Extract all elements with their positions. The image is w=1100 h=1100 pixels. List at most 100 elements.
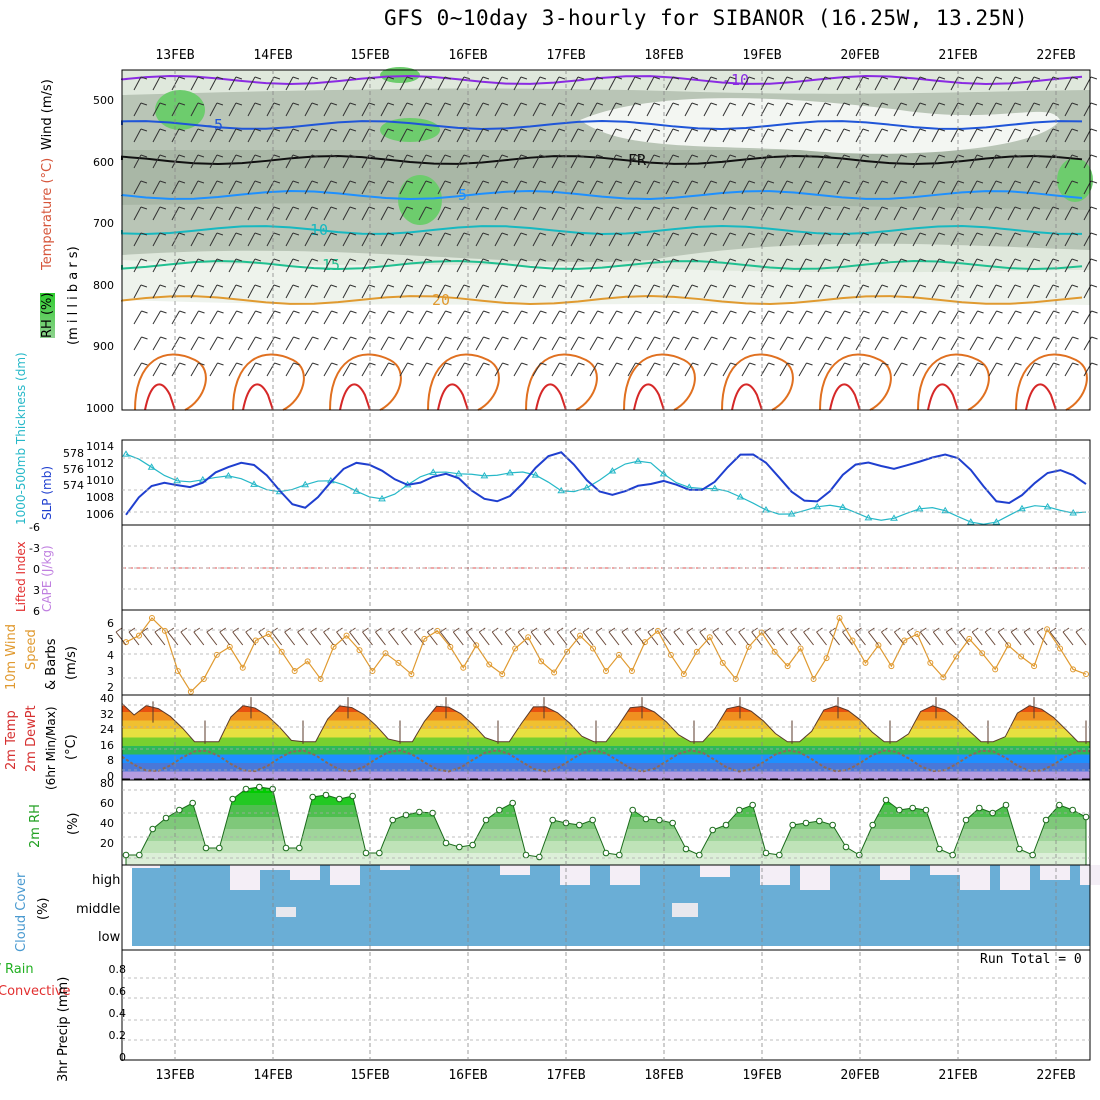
wind-barb-flag — [520, 206, 528, 210]
wind-barb — [228, 284, 237, 299]
wind-barb — [494, 362, 503, 377]
wind-barb — [342, 128, 351, 143]
wind-barb-flag — [141, 362, 148, 366]
rh-band — [126, 805, 1086, 817]
wind-barb — [703, 102, 712, 117]
wind-barb-flag — [957, 206, 965, 210]
wind-barb-flag — [520, 128, 528, 132]
wind-barb-flag — [482, 258, 490, 262]
rh-point — [736, 806, 743, 814]
wind-barb — [589, 258, 598, 273]
wind-barb-flag — [444, 180, 452, 184]
wind-barb — [323, 284, 332, 299]
wind-barb — [133, 206, 142, 221]
rh-point — [1002, 801, 1010, 809]
wind-barb-flag — [958, 310, 965, 314]
wind-barb-flag — [920, 336, 927, 340]
date-label-top: 15FEB — [350, 48, 390, 63]
wind-barb-flag — [463, 232, 471, 236]
wind-barb-flag — [312, 362, 319, 366]
wind-barb-flag — [729, 102, 737, 106]
wind-barb — [570, 102, 579, 117]
wind-barb-flag — [957, 180, 965, 184]
wind-barb-flag — [672, 284, 680, 288]
cloud-middle-label: middle — [76, 902, 121, 917]
pressure-tick-label: 700 — [93, 217, 114, 230]
precip-panel — [121, 949, 1091, 1061]
wind-barb-flag — [501, 76, 509, 80]
wind-barb-flag — [881, 232, 889, 236]
wind-barb — [494, 232, 503, 247]
wind-barb — [266, 310, 275, 325]
wind-barb-flag — [577, 128, 585, 132]
warm-contour — [232, 353, 305, 411]
wind-barb — [513, 206, 522, 221]
wind-barb-flag — [235, 128, 243, 132]
wind-barb — [190, 180, 199, 195]
wind-barb-flag — [254, 258, 262, 262]
date-label-bottom: 20FEB — [840, 1068, 880, 1083]
wind-barb-flag — [520, 232, 528, 236]
wind-barb-flag — [406, 128, 414, 132]
wind10-barb — [375, 631, 386, 646]
rh-point — [962, 816, 970, 824]
wind-barb — [608, 258, 617, 273]
wind10-point — [265, 631, 272, 638]
wind-barb-flag — [596, 180, 604, 184]
slp-tick-label: 1012 — [86, 457, 114, 470]
wind-barb-flag — [482, 284, 490, 288]
wind10-point — [356, 647, 363, 654]
wind10-barb — [686, 631, 698, 646]
wind-barb-flag — [957, 154, 965, 158]
wind-barb-flag — [178, 102, 186, 106]
wind-barb — [950, 362, 959, 377]
wind-barb — [361, 310, 370, 325]
wind-barb — [874, 76, 883, 91]
wind-barb — [950, 336, 959, 351]
wind-barb-flag — [976, 206, 984, 210]
wind-barb — [912, 284, 921, 299]
wind-barb-flag — [597, 362, 604, 366]
rh-point — [362, 849, 370, 857]
wind-barb — [133, 232, 142, 247]
wind-barb-flag — [1014, 102, 1022, 106]
rh-point — [936, 845, 943, 853]
wind-barb — [418, 180, 427, 195]
wind-barb-flag — [311, 180, 319, 184]
wind-barb — [285, 258, 294, 273]
wind-barb — [380, 310, 389, 325]
wind-barb — [969, 206, 978, 221]
wind10-barb — [336, 631, 347, 646]
wind-barb — [874, 258, 883, 273]
wind-barb-flag — [862, 180, 870, 184]
wind-barb-flag — [520, 258, 528, 262]
wind-barb — [1026, 336, 1035, 351]
wind-barb — [228, 206, 237, 221]
rh-point — [1029, 851, 1036, 859]
wind-barb-flag — [482, 102, 490, 106]
wind-barb-flag — [1014, 154, 1022, 158]
date-label-top: 19FEB — [742, 48, 782, 63]
wind-barb-flag — [653, 258, 661, 262]
wind10-barb-flag — [362, 627, 369, 633]
wind10-barb — [1062, 631, 1074, 646]
wind-barb-flag — [996, 310, 1003, 314]
wind-barb — [342, 232, 351, 247]
wind-barb — [741, 128, 750, 143]
warm-contour — [525, 353, 598, 411]
wind-barb — [532, 232, 541, 247]
wind-barb-flag — [1052, 102, 1060, 106]
wind-barb — [817, 258, 826, 273]
wind-barb-flag — [730, 310, 737, 314]
wind-barb-flag — [463, 180, 471, 184]
wind-barb — [418, 284, 427, 299]
wind-barb — [190, 362, 199, 377]
wind-barb — [912, 258, 921, 273]
wind-barb-flag — [653, 284, 661, 288]
wind10-barb-flag — [530, 627, 538, 633]
wind-barb-flag — [235, 102, 243, 106]
wind-barb — [665, 76, 674, 91]
wind-barb-flag — [824, 258, 832, 262]
wind10-point — [499, 671, 506, 678]
wind-barb-flag — [787, 362, 794, 366]
